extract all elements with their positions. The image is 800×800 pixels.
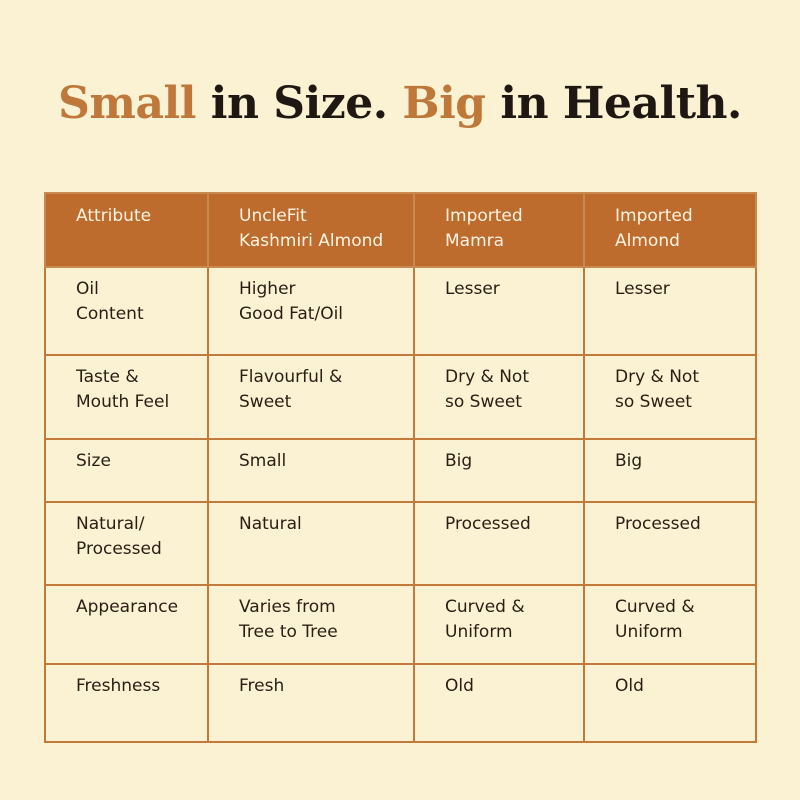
header-cell-unclefit: UncleFit Kashmiri Almond bbox=[207, 192, 415, 268]
table-cell: Appearance bbox=[44, 584, 209, 665]
table-cell: Lesser bbox=[413, 266, 585, 356]
header-cell-imported-almond: Imported Almond bbox=[583, 192, 757, 268]
table-row: Oil Content Higher Good Fat/Oil Lesser L… bbox=[44, 266, 757, 356]
table-cell: Fresh bbox=[207, 663, 415, 743]
table-cell: Curved & Uniform bbox=[583, 584, 757, 665]
headline-accent-big: Big bbox=[402, 78, 486, 129]
table-cell: Varies from Tree to Tree bbox=[207, 584, 415, 665]
table-cell: Flavourful & Sweet bbox=[207, 354, 415, 440]
table-cell: Processed bbox=[583, 501, 757, 586]
table-cell: Processed bbox=[413, 501, 585, 586]
table-cell: Curved & Uniform bbox=[413, 584, 585, 665]
table-cell: Natural bbox=[207, 501, 415, 586]
table-cell: Dry & Not so Sweet bbox=[413, 354, 585, 440]
table-cell: Taste & Mouth Feel bbox=[44, 354, 209, 440]
header-cell-imported-mamra: Imported Mamra bbox=[413, 192, 585, 268]
table-cell: Big bbox=[583, 438, 757, 503]
table-cell: Dry & Not so Sweet bbox=[583, 354, 757, 440]
comparison-table: Attribute UncleFit Kashmiri Almond Impor… bbox=[44, 192, 757, 743]
table-cell: Lesser bbox=[583, 266, 757, 356]
headline: Small in Size. Big in Health. bbox=[0, 78, 800, 129]
table-row: Taste & Mouth Feel Flavourful & Sweet Dr… bbox=[44, 354, 757, 440]
headline-text-in-size: in Size. bbox=[195, 78, 403, 129]
table-cell: Freshness bbox=[44, 663, 209, 743]
table-header-row: Attribute UncleFit Kashmiri Almond Impor… bbox=[44, 192, 757, 268]
header-cell-attribute: Attribute bbox=[44, 192, 209, 268]
table-cell: Oil Content bbox=[44, 266, 209, 356]
table-row: Appearance Varies from Tree to Tree Curv… bbox=[44, 584, 757, 665]
table-cell: Natural/ Processed bbox=[44, 501, 209, 586]
headline-text-in-health: in Health. bbox=[485, 78, 742, 129]
headline-accent-small: Small bbox=[58, 78, 196, 129]
table-cell: Small bbox=[207, 438, 415, 503]
table-row: Natural/ Processed Natural Processed Pro… bbox=[44, 501, 757, 586]
table-cell: Big bbox=[413, 438, 585, 503]
table-cell: Size bbox=[44, 438, 209, 503]
table-cell: Old bbox=[413, 663, 585, 743]
table-row: Freshness Fresh Old Old bbox=[44, 663, 757, 743]
table-row: Size Small Big Big bbox=[44, 438, 757, 503]
table-cell: Old bbox=[583, 663, 757, 743]
table-cell: Higher Good Fat/Oil bbox=[207, 266, 415, 356]
